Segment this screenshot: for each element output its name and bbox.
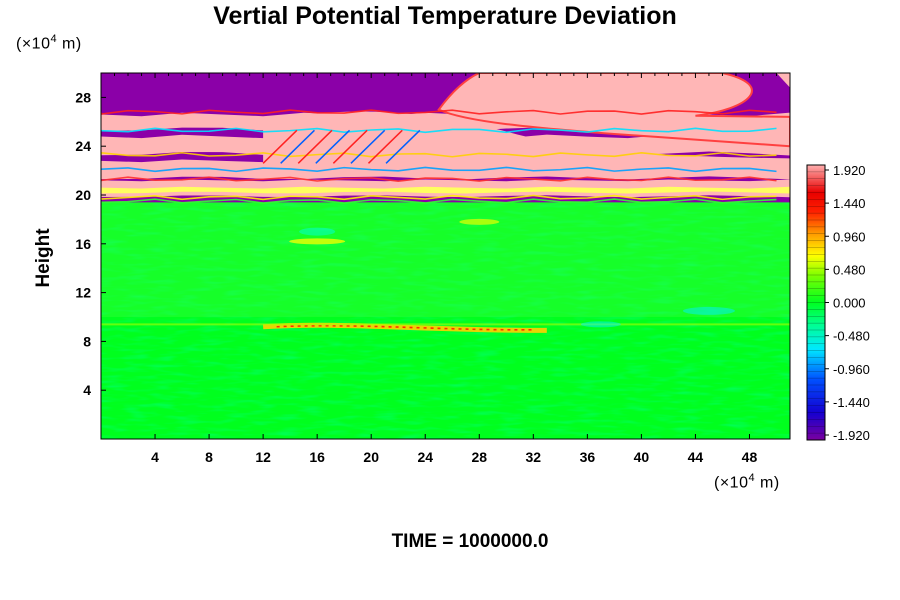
field-warm-spot: [289, 238, 346, 245]
x-tick-label: 28: [471, 449, 487, 465]
layer-contour: [280, 129, 315, 164]
x-tick-label: 48: [742, 449, 758, 465]
colorbar-label: 0.480: [833, 262, 866, 277]
layer-contour: [350, 129, 386, 164]
layer-contour: [315, 129, 351, 164]
layer-transition: [101, 186, 790, 194]
colorbar-label: 1.440: [833, 196, 866, 211]
colorbar-label: 0.000: [833, 296, 866, 311]
colorbar-label: -1.440: [833, 395, 870, 410]
layer-contour: [101, 194, 777, 201]
y-tick-label: 4: [83, 382, 91, 398]
layer-contour: [385, 129, 421, 164]
y-tick-label: 24: [75, 138, 91, 154]
x-tick-label: 44: [688, 449, 704, 465]
layer-contour: [101, 109, 777, 115]
layer-contour: [262, 129, 298, 164]
plot-frame: [100, 72, 791, 440]
colorbar-label: -0.960: [833, 362, 870, 377]
x-tick-label: 16: [309, 449, 325, 465]
layer-contour: [101, 198, 777, 204]
layer-contour: [101, 176, 777, 182]
x-tick-label: 4: [151, 449, 159, 465]
layer-contour: [367, 129, 403, 164]
layer-contour: [297, 129, 333, 164]
layer-positive-core: [263, 111, 790, 171]
y-tick-label: 12: [75, 285, 91, 301]
x-tick-label: 12: [255, 449, 271, 465]
layer-contour: [101, 166, 777, 173]
y-axis-unit: (×104 m): [16, 33, 82, 53]
field-cool-spot: [580, 321, 621, 328]
colorbar-label: -1.920: [833, 428, 870, 443]
colorbar-label: 0.960: [833, 229, 866, 244]
y-tick-label: 20: [75, 187, 91, 203]
x-tick-label: 32: [526, 449, 542, 465]
x-axis-unit: (×104 m): [714, 472, 780, 492]
x-tick-label: 24: [417, 449, 433, 465]
field-cool-spot: [682, 306, 735, 315]
y-tick-label: 16: [75, 236, 91, 252]
x-tick-label: 36: [580, 449, 596, 465]
chart-title: Vertial Potential Temperature Deviation: [213, 2, 677, 30]
x-tick-label: 8: [205, 449, 213, 465]
time-label: TIME = 1000000.0: [391, 531, 549, 552]
y-tick-label: 28: [75, 89, 91, 105]
layer-positive-patch: [776, 73, 790, 88]
layer-contour: [101, 151, 777, 158]
y-tick-label: 8: [83, 333, 91, 349]
x-tick-label: 20: [363, 449, 379, 465]
colorbar-label: 1.920: [833, 163, 866, 178]
layer-contour: [101, 127, 777, 134]
field-cool-spot: [299, 227, 336, 236]
colorbar-label: -0.480: [833, 329, 870, 344]
x-tick-label: 40: [634, 449, 650, 465]
field-warm-spot: [459, 218, 500, 225]
layer-contour: [332, 129, 368, 164]
field-band-mid: [101, 201, 790, 317]
